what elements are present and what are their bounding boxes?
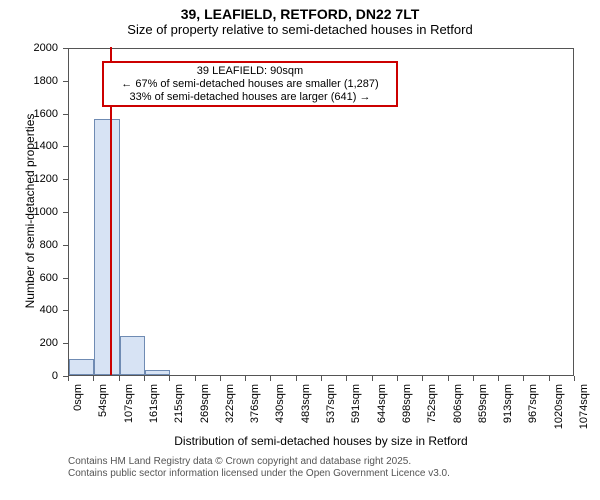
x-tick-label: 913sqm (502, 384, 514, 434)
x-tick-mark (448, 376, 449, 381)
x-tick-mark (195, 376, 196, 381)
x-tick-mark (270, 376, 271, 381)
x-axis-label: Distribution of semi-detached houses by … (68, 434, 574, 448)
y-tick-mark (63, 48, 68, 49)
bar (69, 359, 94, 375)
x-tick-mark (549, 376, 550, 381)
x-tick-label: 54sqm (97, 384, 109, 434)
x-tick-label: 806sqm (452, 384, 464, 434)
chart-container: 39, LEAFIELD, RETFORD, DN22 7LT Size of … (0, 0, 600, 500)
y-tick-label: 0 (0, 370, 58, 382)
x-tick-label: 483sqm (300, 384, 312, 434)
x-tick-mark (296, 376, 297, 381)
x-tick-mark (498, 376, 499, 381)
x-tick-label: 1020sqm (553, 384, 565, 434)
x-tick-mark (144, 376, 145, 381)
footer: Contains HM Land Registry data © Crown c… (68, 456, 450, 480)
x-tick-label: 269sqm (199, 384, 211, 434)
x-tick-label: 376sqm (249, 384, 261, 434)
y-tick-mark (63, 81, 68, 82)
y-tick-mark (63, 245, 68, 246)
footer-line2: Contains public sector information licen… (68, 468, 450, 480)
y-tick-label: 600 (0, 272, 58, 284)
y-tick-label: 400 (0, 304, 58, 316)
x-tick-mark (346, 376, 347, 381)
x-tick-label: 967sqm (527, 384, 539, 434)
x-tick-label: 859sqm (477, 384, 489, 434)
x-tick-label: 752sqm (426, 384, 438, 434)
bar (145, 370, 170, 375)
x-tick-label: 322sqm (224, 384, 236, 434)
x-tick-mark (93, 376, 94, 381)
x-tick-mark (321, 376, 322, 381)
x-tick-label: 107sqm (123, 384, 135, 434)
x-tick-label: 698sqm (401, 384, 413, 434)
title-line2: Size of property relative to semi-detach… (0, 22, 600, 37)
x-tick-mark (473, 376, 474, 381)
x-tick-label: 591sqm (350, 384, 362, 434)
y-tick-label: 2000 (0, 42, 58, 54)
title-block: 39, LEAFIELD, RETFORD, DN22 7LT Size of … (0, 0, 600, 37)
y-tick-label: 1000 (0, 206, 58, 218)
x-tick-label: 1074sqm (578, 384, 590, 434)
annotation-line: 39 LEAFIELD: 90sqm (108, 65, 392, 78)
y-tick-label: 1800 (0, 75, 58, 87)
x-tick-mark (372, 376, 373, 381)
y-tick-label: 1400 (0, 140, 58, 152)
footer-line1: Contains HM Land Registry data © Crown c… (68, 456, 450, 468)
x-tick-mark (220, 376, 221, 381)
x-tick-mark (119, 376, 120, 381)
y-tick-mark (63, 146, 68, 147)
y-tick-mark (63, 212, 68, 213)
x-tick-label: 161sqm (148, 384, 160, 434)
y-tick-label: 200 (0, 337, 58, 349)
y-tick-label: 1200 (0, 173, 58, 185)
x-tick-label: 215sqm (173, 384, 185, 434)
x-tick-label: 644sqm (376, 384, 388, 434)
x-tick-mark (397, 376, 398, 381)
annotation-line: 33% of semi-detached houses are larger (… (108, 91, 392, 104)
x-tick-mark (523, 376, 524, 381)
x-tick-mark (68, 376, 69, 381)
x-tick-mark (169, 376, 170, 381)
x-tick-label: 430sqm (274, 384, 286, 434)
y-tick-mark (63, 343, 68, 344)
y-tick-mark (63, 179, 68, 180)
y-tick-label: 1600 (0, 108, 58, 120)
y-tick-mark (63, 278, 68, 279)
y-tick-label: 800 (0, 239, 58, 251)
y-tick-mark (63, 114, 68, 115)
bar (120, 336, 145, 375)
x-tick-mark (422, 376, 423, 381)
y-tick-mark (63, 310, 68, 311)
x-tick-label: 0sqm (72, 384, 84, 434)
annotation-box: 39 LEAFIELD: 90sqm← 67% of semi-detached… (102, 61, 398, 107)
x-tick-label: 537sqm (325, 384, 337, 434)
x-tick-mark (574, 376, 575, 381)
x-tick-mark (245, 376, 246, 381)
bar (94, 119, 119, 375)
title-line1: 39, LEAFIELD, RETFORD, DN22 7LT (0, 6, 600, 22)
annotation-line: ← 67% of semi-detached houses are smalle… (108, 78, 392, 91)
